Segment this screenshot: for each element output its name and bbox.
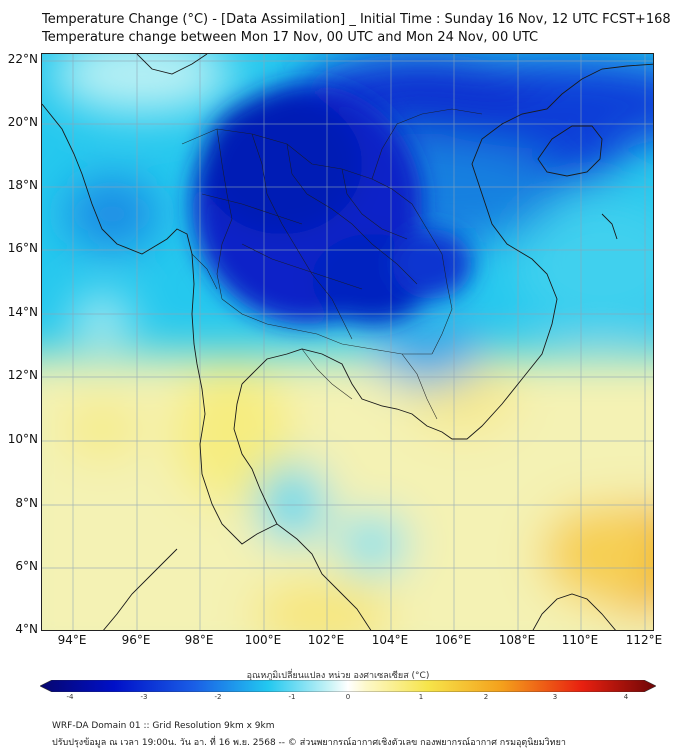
footer-credit: ปรับปรุงข้อมูล ณ เวลา 19:00น. วัน อา. ที… xyxy=(52,738,566,748)
colorbar-tick-1: 1 xyxy=(418,693,424,701)
footer-model-info: WRF-DA Domain 01 :: Grid Resolution 9km … xyxy=(52,721,275,731)
lon-tick-112e: 112°E xyxy=(625,633,663,647)
colorbar-tick-2: 2 xyxy=(483,693,489,701)
map-subtitle: Temperature change between Mon 17 Nov, 0… xyxy=(42,30,539,45)
colorbar-tick-neg4: -4 xyxy=(66,693,74,701)
colorbar-tick-neg1: -1 xyxy=(288,693,296,701)
lon-tick-106e: 106°E xyxy=(434,633,472,647)
colorbar-tick-3: 3 xyxy=(552,693,558,701)
colorbar-label: อุณหภูมิเปลี่ยนแปลง หน่วย องศาเซลเซียส (… xyxy=(246,671,430,681)
colorbar-tick-neg3: -3 xyxy=(140,693,148,701)
colorbar-tick-0: 0 xyxy=(345,693,351,701)
lon-tick-98e: 98°E xyxy=(184,633,214,647)
lon-tick-110e: 110°E xyxy=(561,633,599,647)
colorbar-tick-4: 4 xyxy=(623,693,629,701)
colorbar xyxy=(40,680,656,692)
colorbar-tick-neg2: -2 xyxy=(214,693,222,701)
lat-tick-4n: 4°N xyxy=(15,622,38,636)
lat-tick-18n: 18°N xyxy=(7,178,38,192)
lat-tick-10n: 10°N xyxy=(7,432,38,446)
lon-tick-96e: 96°E xyxy=(121,633,151,647)
map-title: Temperature Change (°C) - [Data Assimila… xyxy=(42,12,671,27)
lon-tick-100e: 100°E xyxy=(244,633,282,647)
lon-tick-104e: 104°E xyxy=(371,633,409,647)
lat-tick-22n: 22°N xyxy=(7,52,38,66)
lat-tick-12n: 12°N xyxy=(7,368,38,382)
lat-tick-16n: 16°N xyxy=(7,241,38,255)
map-canvas xyxy=(42,54,653,630)
lat-tick-8n: 8°N xyxy=(15,496,38,510)
lat-tick-6n: 6°N xyxy=(15,559,38,573)
lon-tick-94e: 94°E xyxy=(57,633,87,647)
lat-tick-20n: 20°N xyxy=(7,115,38,129)
coastlines xyxy=(42,54,653,630)
temperature-change-map xyxy=(41,53,654,631)
lon-tick-108e: 108°E xyxy=(498,633,536,647)
country-borders xyxy=(181,108,483,420)
field-cold-core xyxy=(192,84,472,324)
lon-tick-102e: 102°E xyxy=(307,633,345,647)
lat-tick-14n: 14°N xyxy=(7,305,38,319)
